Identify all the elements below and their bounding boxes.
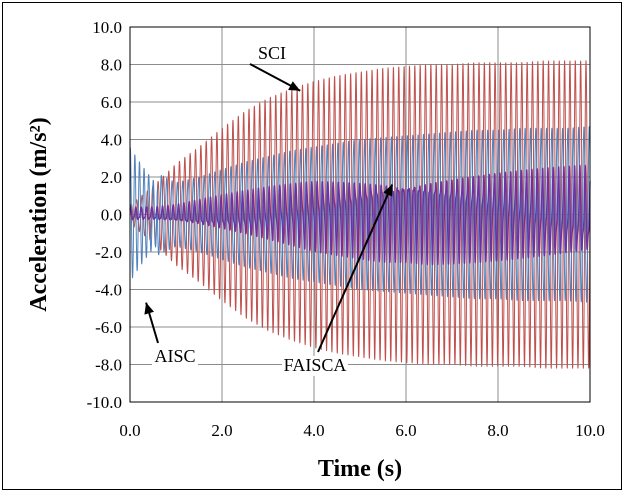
annotation-arrow-faisca [317, 184, 394, 353]
series-line-faisca [129, 164, 591, 266]
x-tick-label: 0.0 [119, 421, 140, 440]
y-tick-label: -4.0 [95, 281, 122, 300]
annotation-label-bg [152, 347, 198, 367]
y-tick-labels: -10.0 -8.0 -6.0 -4.0 -2.0 0.0 2.0 4.0 6.0 8.0 10.0 [87, 18, 122, 412]
x-tick-label: 4.0 [303, 421, 324, 440]
annotation-label-faisca: FAISCA [284, 355, 347, 375]
y-tick-label: 8.0 [101, 56, 122, 75]
x-axis-title: Time (s) [318, 456, 402, 482]
series-layer [129, 60, 591, 369]
y-tick-label: 4.0 [101, 131, 122, 150]
plot-area-border [129, 26, 591, 403]
annotation-arrowhead-aisc [144, 302, 154, 315]
y-tick-label: -2.0 [95, 243, 122, 262]
y-axis-title: Acceleration (m/s²) [26, 117, 52, 311]
x-tick-label: 8.0 [487, 421, 508, 440]
annotation-arrowhead-sci [288, 81, 301, 91]
y-tick-label: 10.0 [92, 18, 122, 37]
y-tick-label: -6.0 [95, 318, 122, 337]
annotation-label-bg [282, 356, 348, 376]
series-line-sci [129, 60, 591, 369]
annotation-label-aisc: AISC [154, 346, 195, 366]
annotation-label-sci: SCI [258, 43, 286, 63]
annotation-arrowhead-faisca [383, 184, 393, 197]
x-tick-label: 10.0 [575, 421, 605, 440]
y-tick-label: 6.0 [101, 93, 122, 112]
x-tick-label: 2.0 [211, 421, 232, 440]
annotation-label-bg [254, 44, 290, 64]
annotations: SCI AISC FAISCA [144, 43, 394, 376]
x-tick-label: 6.0 [395, 421, 416, 440]
series-line-aisc [129, 125, 591, 303]
y-tick-label: -10.0 [87, 393, 122, 412]
y-tick-label: 2.0 [101, 168, 122, 187]
y-tick-label: -8.0 [95, 356, 122, 375]
y-tick-label: 0.0 [101, 206, 122, 225]
x-tick-labels: 0.0 2.0 4.0 6.0 8.0 10.0 [119, 421, 605, 440]
